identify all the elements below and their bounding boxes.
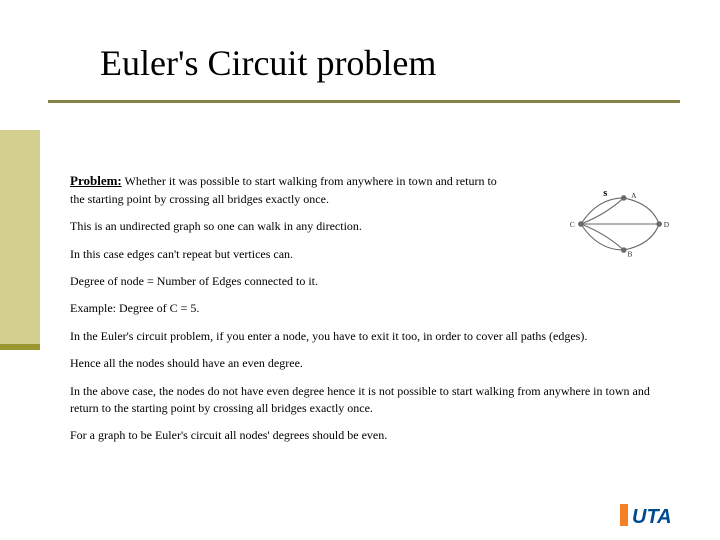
slide-title: Euler's Circuit problem: [100, 42, 436, 84]
uta-logo: UTA: [620, 498, 698, 530]
logo-accent: [620, 504, 628, 526]
para-8: In the above case, the nodes do not have…: [70, 383, 670, 418]
para-2: This is an undirected graph so one can w…: [70, 218, 500, 235]
para-9: For a graph to be Euler's circuit all no…: [70, 427, 670, 444]
logo-text: UTA: [632, 506, 672, 528]
svg-text:B: B: [627, 250, 632, 259]
svg-text:C: C: [570, 220, 575, 229]
problem-text: Whether it was possible to start walking…: [70, 174, 497, 206]
para-3: In this case edges can't repeat but vert…: [70, 246, 500, 263]
para-7: Hence all the nodes should have an even …: [70, 355, 670, 372]
para-6: In the Euler's circuit problem, if you e…: [70, 328, 670, 345]
problem-paragraph: Problem: Whether it was possible to star…: [70, 172, 500, 208]
sidebar-accent-block: [0, 130, 40, 350]
start-label: s: [603, 188, 607, 199]
para-5: Example: Degree of C = 5.: [70, 300, 500, 317]
para-4: Degree of node = Number of Edges connect…: [70, 273, 500, 290]
svg-text:D: D: [664, 220, 670, 229]
problem-label: Problem:: [70, 173, 122, 188]
graph-edges: [581, 198, 659, 250]
title-underline: [48, 100, 680, 103]
svg-text:A: A: [631, 191, 637, 200]
graph-diagram: s A B C D: [566, 184, 674, 264]
